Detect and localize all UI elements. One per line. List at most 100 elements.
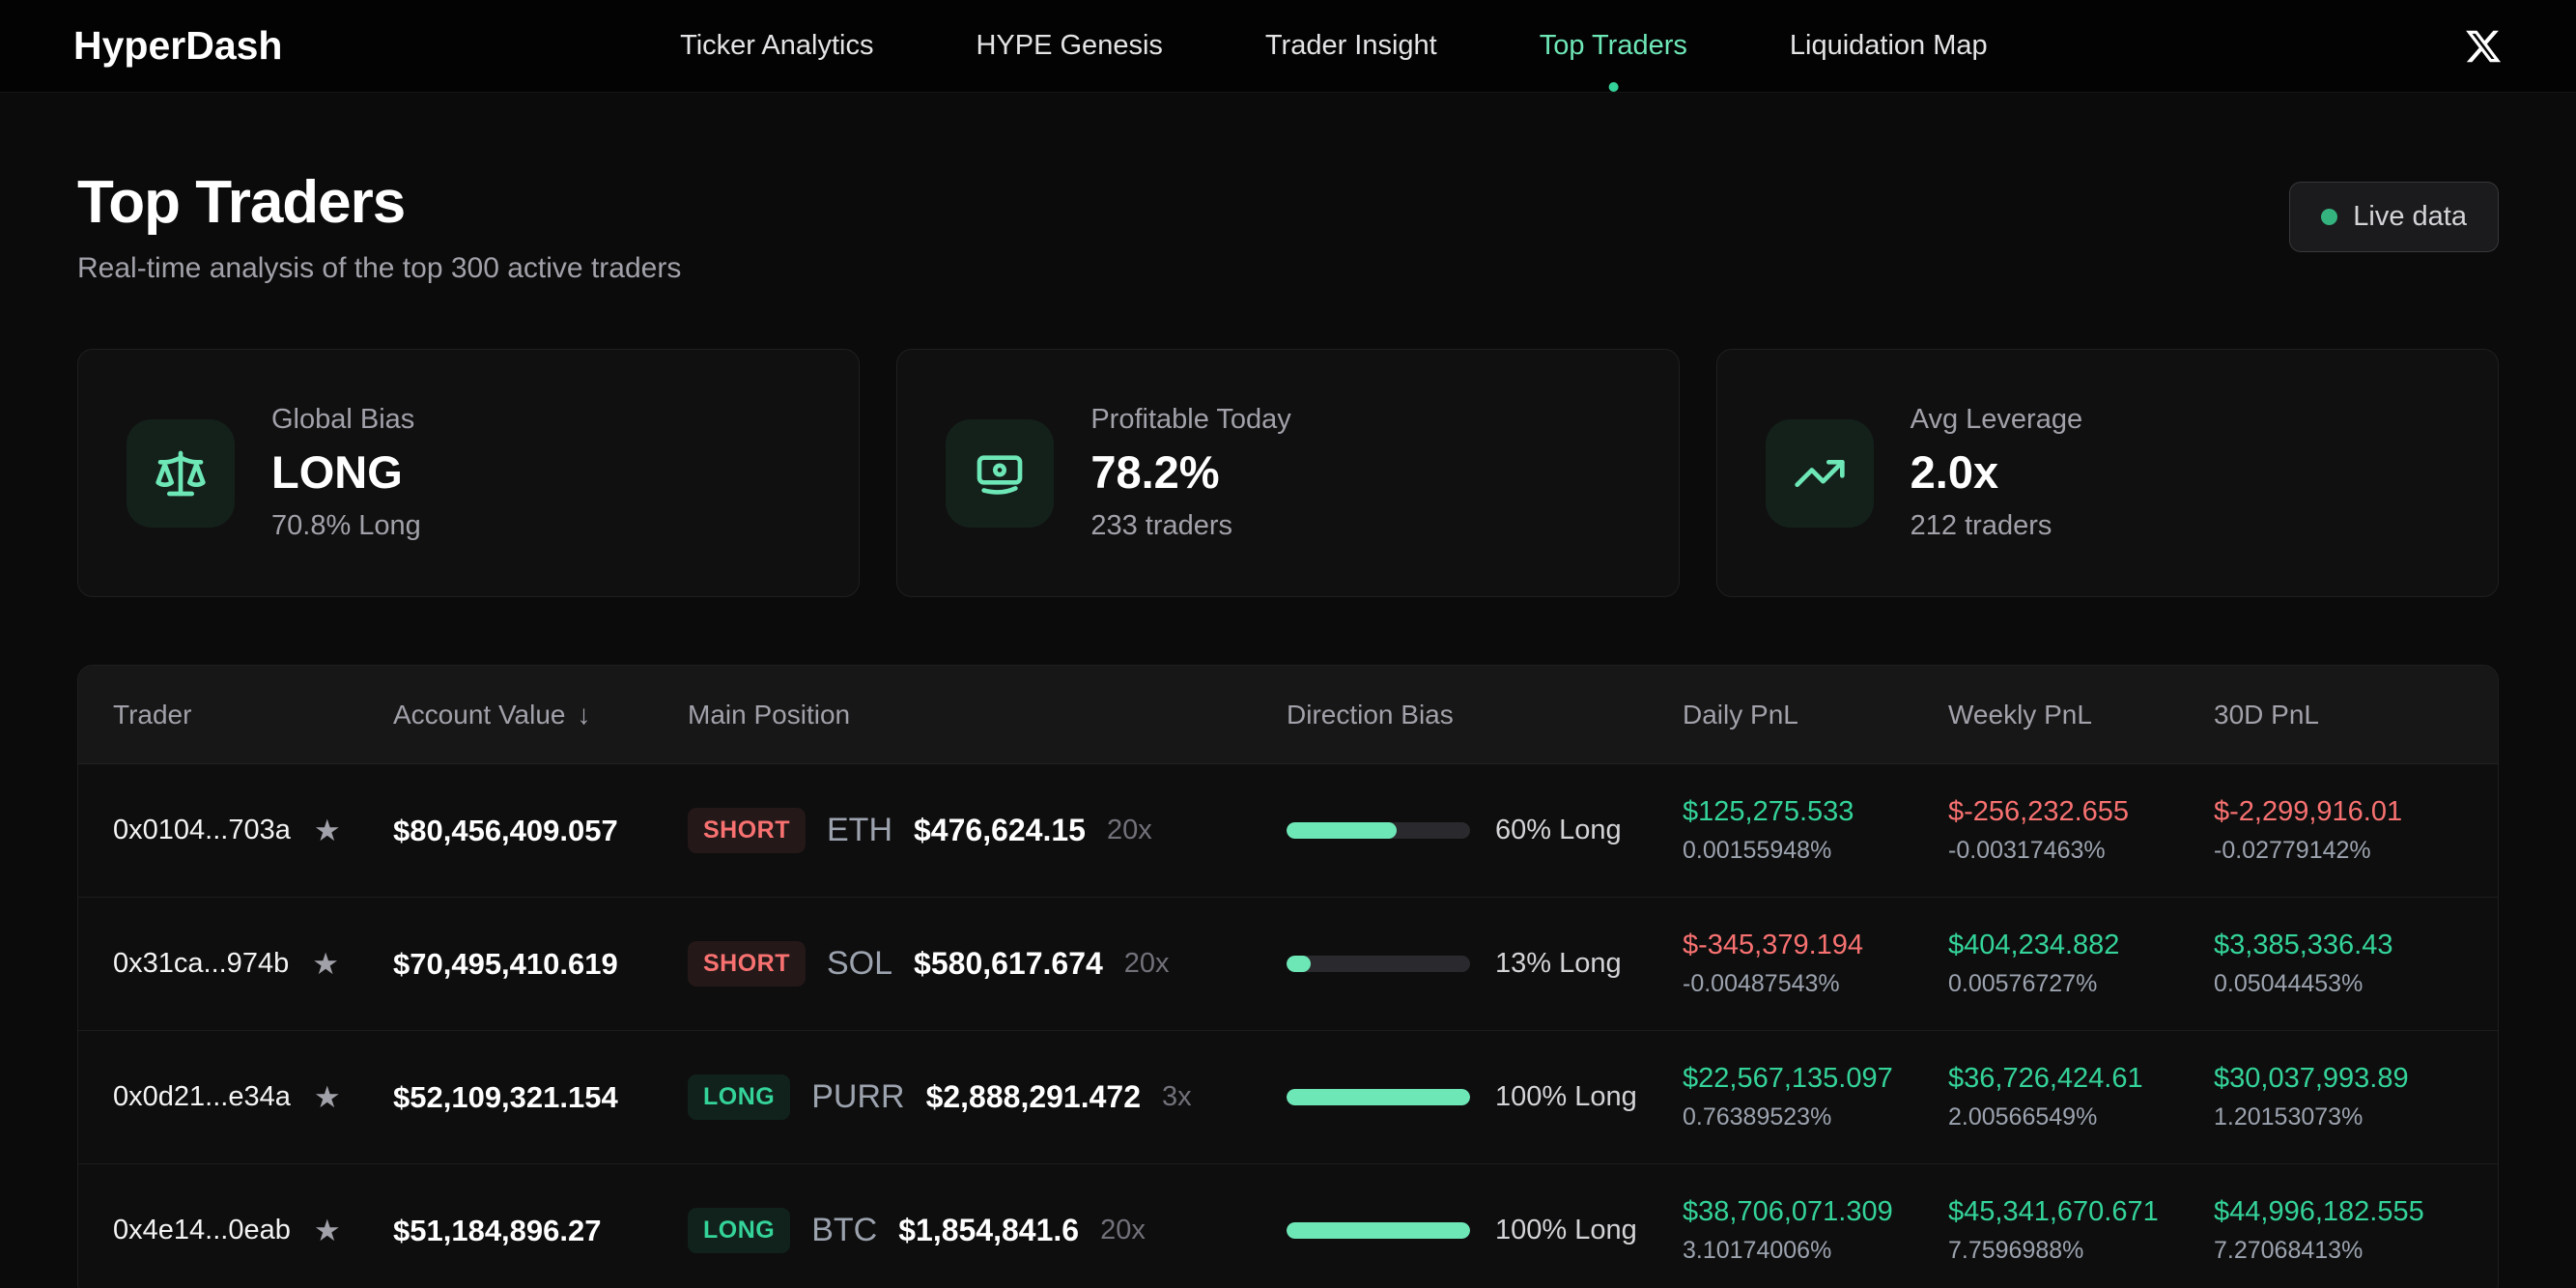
x-twitter-icon[interactable]	[2464, 27, 2503, 66]
position-value: $580,617.674	[914, 946, 1103, 981]
weekly-pnl-value: $-256,232.655	[1948, 796, 2130, 827]
col-header-trader[interactable]: Trader	[113, 699, 192, 730]
nav-top-traders[interactable]: Top Traders	[1539, 30, 1687, 92]
daily-pnl-cell: $22,567,135.097 0.76389523%	[1683, 1063, 1948, 1131]
live-badge-label: Live data	[2353, 201, 2467, 232]
weekly-pnl-percent: 7.7596988%	[1948, 1237, 2084, 1264]
bias-progress-track	[1287, 822, 1470, 839]
trader-cell: 0x4e14...0eab ★	[113, 1215, 393, 1246]
stat-sub: 212 traders	[1910, 510, 2052, 541]
position-leverage: 20x	[1123, 948, 1170, 979]
weekly-pnl-percent: -0.00317463%	[1948, 837, 2106, 864]
scale-icon	[127, 418, 235, 528]
main-nav: Ticker Analytics HYPE Genesis Trader Ins…	[680, 30, 1988, 92]
trader-cell: 0x0104...703a ★	[113, 815, 393, 846]
daily-pnl-value: $38,706,071.309	[1683, 1196, 1893, 1227]
table-row[interactable]: 0x4e14...0eab ★ $51,184,896.27 LONG BTC …	[78, 1164, 2498, 1288]
nav-liquidation-map[interactable]: Liquidation Map	[1789, 30, 1988, 61]
bias-label: 100% Long	[1495, 1215, 1637, 1245]
trader-cell: 0x31ca...974b ★	[113, 948, 393, 980]
daily-pnl-percent: 0.00155948%	[1683, 837, 1832, 864]
nav-hype-genesis[interactable]: HYPE Genesis	[976, 30, 1163, 61]
col-header-daily-pnl[interactable]: Daily PnL	[1683, 699, 1798, 730]
30d-pnl-cell: $30,037,993.89 1.20153073%	[2214, 1063, 2498, 1131]
nav-ticker-analytics[interactable]: Ticker Analytics	[680, 30, 874, 61]
direction-bias-cell: 100% Long	[1287, 1081, 1683, 1113]
bias-label: 13% Long	[1495, 948, 1622, 979]
stat-sub: 233 traders	[1090, 510, 1233, 541]
30d-pnl-value: $3,385,336.43	[2214, 930, 2393, 960]
side-badge: LONG	[688, 1208, 791, 1253]
stat-value: 78.2%	[1090, 446, 1220, 498]
page-title-block: Top Traders Real-time analysis of the to…	[77, 168, 681, 285]
active-tab-dot	[1608, 82, 1619, 92]
side-badge: LONG	[688, 1074, 791, 1120]
stat-card-profitable-today: Profitable Today 78.2% 233 traders	[896, 349, 1680, 597]
daily-pnl-percent: -0.00487543%	[1683, 970, 1840, 997]
daily-pnl-percent: 0.76389523%	[1683, 1103, 1832, 1131]
top-navigation-bar: HyperDash Ticker Analytics HYPE Genesis …	[0, 0, 2576, 93]
trader-address: 0x0d21...e34a	[113, 1081, 291, 1112]
30d-pnl-value: $44,996,182.555	[2214, 1196, 2424, 1227]
nav-top-traders-label: Top Traders	[1539, 30, 1687, 61]
favorite-star-icon[interactable]: ★	[313, 1080, 341, 1114]
account-value: $52,109,321.154	[393, 1079, 618, 1114]
account-value: $51,184,896.27	[393, 1213, 602, 1247]
position-value: $2,888,291.472	[925, 1079, 1141, 1114]
stat-card-text: Profitable Today 78.2% 233 traders	[1090, 404, 1290, 542]
col-header-weekly-pnl[interactable]: Weekly PnL	[1948, 699, 2092, 730]
weekly-pnl-value: $36,726,424.61	[1948, 1063, 2143, 1094]
col-header-direction-bias[interactable]: Direction Bias	[1287, 699, 1454, 730]
position-value: $1,854,841.6	[898, 1213, 1080, 1247]
table-header-row: Trader Account Value ↓ Main Position Dir…	[78, 666, 2498, 764]
banknote-icon	[946, 418, 1055, 528]
col-header-account-value-label: Account Value	[393, 699, 566, 730]
bias-progress-fill	[1287, 1089, 1470, 1105]
col-header-main-position[interactable]: Main Position	[688, 699, 851, 730]
bias-label: 60% Long	[1495, 815, 1622, 845]
bias-progress-track	[1287, 956, 1470, 972]
page-subtitle: Real-time analysis of the top 300 active…	[77, 252, 682, 284]
trader-address: 0x4e14...0eab	[113, 1215, 291, 1245]
favorite-star-icon[interactable]: ★	[313, 814, 341, 847]
sort-descending-icon: ↓	[577, 699, 591, 730]
weekly-pnl-value: $404,234.882	[1948, 930, 2120, 960]
stats-cards: Global Bias LONG 70.8% Long Profitable T…	[77, 349, 2499, 597]
account-value: $80,456,409.057	[393, 813, 618, 847]
daily-pnl-cell: $125,275.533 0.00155948%	[1683, 796, 1948, 865]
30d-pnl-percent: 1.20153073%	[2214, 1103, 2364, 1131]
side-badge: SHORT	[688, 941, 806, 987]
30d-pnl-percent: 7.27068413%	[2214, 1237, 2364, 1264]
weekly-pnl-percent: 0.00576727%	[1948, 970, 2098, 997]
30d-pnl-cell: $3,385,336.43 0.05044453%	[2214, 930, 2498, 998]
trending-up-icon	[1765, 418, 1874, 528]
weekly-pnl-cell: $-256,232.655 -0.00317463%	[1948, 796, 2214, 865]
bias-progress-fill	[1287, 956, 1311, 972]
table-row[interactable]: 0x31ca...974b ★ $70,495,410.619 SHORT SO…	[78, 898, 2498, 1031]
table-row[interactable]: 0x0104...703a ★ $80,456,409.057 SHORT ET…	[78, 764, 2498, 898]
daily-pnl-cell: $38,706,071.309 3.10174006%	[1683, 1196, 1948, 1265]
direction-bias-cell: 13% Long	[1287, 948, 1683, 980]
table-row[interactable]: 0x0d21...e34a ★ $52,109,321.154 LONG PUR…	[78, 1031, 2498, 1164]
direction-bias-cell: 100% Long	[1287, 1215, 1683, 1246]
favorite-star-icon[interactable]: ★	[313, 1214, 341, 1247]
main-position-cell: SHORT SOL $580,617.674 20x	[688, 941, 1287, 987]
col-header-account-value[interactable]: Account Value ↓	[393, 700, 688, 730]
account-value: $70,495,410.619	[393, 946, 618, 981]
col-header-30d-pnl[interactable]: 30D PnL	[2214, 699, 2319, 730]
brand-logo[interactable]: HyperDash	[73, 23, 283, 68]
favorite-star-icon[interactable]: ★	[312, 947, 339, 981]
30d-pnl-percent: 0.05044453%	[2214, 970, 2364, 997]
daily-pnl-value: $125,275.533	[1683, 796, 1854, 827]
position-leverage: 20x	[1106, 815, 1152, 845]
nav-trader-insight[interactable]: Trader Insight	[1264, 30, 1437, 61]
side-badge: SHORT	[688, 808, 806, 853]
trader-address: 0x31ca...974b	[113, 948, 290, 979]
30d-pnl-percent: -0.02779142%	[2214, 837, 2371, 864]
trader-address: 0x0104...703a	[113, 815, 291, 845]
stat-card-avg-leverage: Avg Leverage 2.0x 212 traders	[1715, 349, 2499, 597]
weekly-pnl-value: $45,341,670.671	[1948, 1196, 2159, 1227]
position-coin: SOL	[827, 945, 893, 982]
stat-value: 2.0x	[1910, 446, 1999, 498]
stat-sub: 70.8% Long	[271, 510, 421, 541]
